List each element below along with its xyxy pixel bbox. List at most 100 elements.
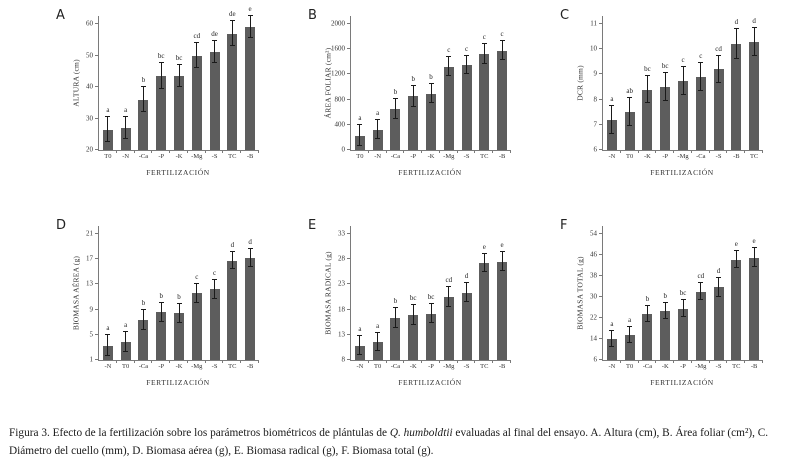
significance-letter: cd [697, 272, 705, 281]
error-cap [680, 316, 686, 318]
significance-letter: de [211, 29, 218, 38]
significance-letter: b [663, 291, 667, 300]
x-tick-mark [708, 360, 710, 363]
error-cap [609, 330, 615, 332]
error-cap [627, 97, 633, 99]
bar [695, 291, 706, 360]
y-tick [95, 117, 99, 119]
bar [191, 293, 202, 360]
error-cap [392, 327, 398, 329]
significance-letter: a [376, 322, 380, 331]
x-tick-mark [673, 360, 675, 363]
x-tick-label: -Mg [191, 153, 203, 160]
y-tick [599, 123, 603, 125]
x-tick-label: -Ca [138, 363, 149, 370]
y-tick [599, 23, 603, 25]
error-bar [629, 98, 631, 127]
x-tick-mark [204, 360, 206, 363]
y-tick [347, 149, 351, 150]
error-cap [123, 137, 129, 139]
error-cap [375, 332, 381, 334]
x-tick-label: -Ca [138, 153, 149, 160]
x-tick-label: -Ca [642, 363, 653, 370]
bar [749, 257, 760, 360]
error-cap [698, 299, 704, 301]
bar [606, 339, 617, 360]
error-bar [718, 55, 720, 84]
bar [245, 257, 256, 360]
x-tick-label: -B [733, 153, 740, 160]
error-cap [229, 45, 235, 47]
error-cap [140, 309, 146, 311]
x-tick-mark [708, 150, 710, 153]
y-tick-label: 23 [338, 279, 345, 288]
x-tick-label: TC [228, 363, 237, 370]
y-tick [95, 23, 99, 25]
x-tick-mark [222, 150, 224, 153]
bar [426, 313, 436, 360]
x-tick-label: -N [104, 363, 112, 370]
bar [678, 80, 688, 150]
chart-panel-e: E BIOMASA RADICAL (g) 8 13 18 23 28 33 a -N a T0 b… [288, 212, 540, 408]
error-cap [375, 350, 381, 352]
y-tick-label: 17 [86, 254, 93, 263]
bar [624, 112, 635, 150]
error-cap [716, 82, 722, 84]
y-tick [599, 73, 603, 75]
significance-letter: c [212, 269, 217, 278]
y-tick [347, 98, 351, 100]
x-axis-label: FERTILIZACIÓN [650, 378, 714, 387]
significance-letter: e [248, 5, 252, 14]
y-tick-label: 21 [86, 229, 93, 238]
error-cap [229, 268, 235, 270]
error-cap [410, 324, 416, 326]
error-cap [733, 250, 739, 252]
y-tick-label: 800 [334, 95, 346, 104]
error-cap [194, 301, 200, 303]
significance-letter: de [229, 9, 236, 18]
x-tick-mark [222, 360, 224, 363]
significance-letter: b [177, 292, 181, 301]
x-tick-mark [456, 360, 458, 363]
error-bar [646, 75, 648, 104]
x-tick-mark [762, 150, 763, 153]
error-bar [753, 248, 755, 267]
significance-letter: c [500, 30, 504, 39]
y-tick-label: 11 [590, 19, 597, 28]
significance-letter: b [429, 73, 433, 82]
error-cap [627, 342, 633, 344]
y-tick-label: 9 [89, 305, 94, 314]
x-tick-label: -N [608, 363, 616, 370]
error-bar [700, 63, 702, 91]
bar [749, 41, 760, 150]
error-cap [680, 299, 686, 301]
error-bar [466, 55, 468, 75]
error-bar [377, 120, 379, 140]
error-cap [481, 43, 487, 45]
error-cap [464, 54, 470, 56]
x-tick-mark [619, 150, 621, 153]
significance-letter: d [734, 18, 739, 27]
bar [426, 93, 436, 150]
bar [138, 320, 149, 360]
error-cap [140, 329, 146, 331]
x-tick-mark [258, 360, 259, 363]
error-cap [662, 99, 668, 101]
x-tick-mark [619, 360, 621, 363]
error-cap [158, 62, 164, 64]
x-tick-label: T0 [626, 153, 634, 160]
error-bar [125, 331, 127, 352]
x-tick-mark [169, 150, 171, 153]
error-cap [140, 111, 146, 113]
error-cap [123, 330, 129, 332]
error-cap [698, 282, 704, 284]
significance-letter: c [681, 55, 685, 64]
chart-panel-f: F BIOMASA TOTAL (g) 6 14 22 30 38 46 54 a -N a T0 b… [540, 212, 792, 408]
significance-letter: a [124, 320, 128, 329]
y-tick [347, 233, 351, 235]
significance-letter: bc [157, 52, 165, 61]
y-tick-label: 2000 [331, 19, 345, 28]
significance-letter: a [628, 316, 632, 325]
chart-panel-d: D BIOMASA AÉREA (g) 1 5 9 13 17 21 a -N a T0 b -Ca b… [36, 212, 288, 408]
x-tick-mark [438, 150, 440, 153]
